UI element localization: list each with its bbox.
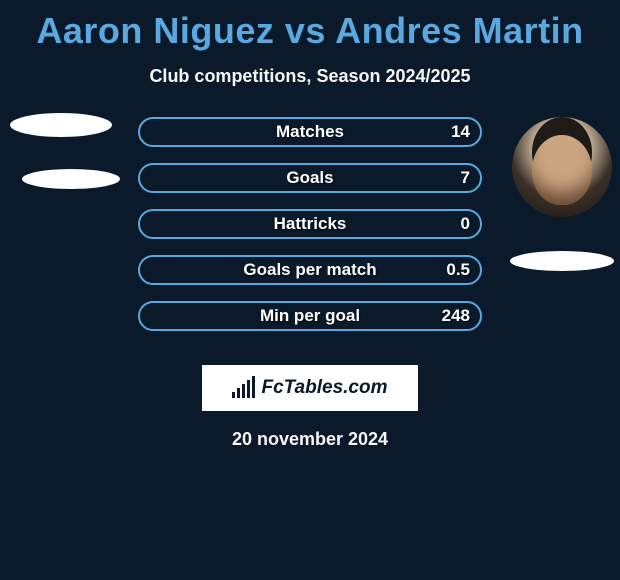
stat-right-value: 0 [461, 214, 470, 234]
stat-bar: Min per goal 248 [138, 301, 482, 331]
stat-label: Matches [140, 122, 480, 142]
logo-box: FcTables.com [202, 365, 418, 411]
comparison-bars: Matches 14 Goals 7 Hattricks 0 Goals per… [138, 117, 482, 347]
left-decor-ellipse-2 [22, 169, 120, 189]
date-text: 20 november 2024 [0, 429, 620, 450]
stat-label: Goals [140, 168, 480, 188]
stat-label: Hattricks [140, 214, 480, 234]
stats-area: Matches 14 Goals 7 Hattricks 0 Goals per… [0, 125, 620, 365]
stat-label: Min per goal [140, 306, 480, 326]
page-title: Aaron Niguez vs Andres Martin [0, 0, 620, 52]
subtitle: Club competitions, Season 2024/2025 [0, 66, 620, 87]
stat-right-value: 7 [461, 168, 470, 188]
logo-text: FcTables.com [261, 377, 387, 399]
stat-right-value: 14 [451, 122, 470, 142]
left-decor-ellipse-1 [10, 113, 112, 137]
stat-right-value: 248 [442, 306, 470, 326]
stat-bar: Goals 7 [138, 163, 482, 193]
right-decor-ellipse [510, 251, 614, 271]
stat-bar: Goals per match 0.5 [138, 255, 482, 285]
stat-bar: Matches 14 [138, 117, 482, 147]
stat-right-value: 0.5 [446, 260, 470, 280]
bar-chart-icon [232, 378, 255, 398]
player-right-avatar [512, 117, 612, 217]
stat-bar: Hattricks 0 [138, 209, 482, 239]
stat-label: Goals per match [140, 260, 480, 280]
